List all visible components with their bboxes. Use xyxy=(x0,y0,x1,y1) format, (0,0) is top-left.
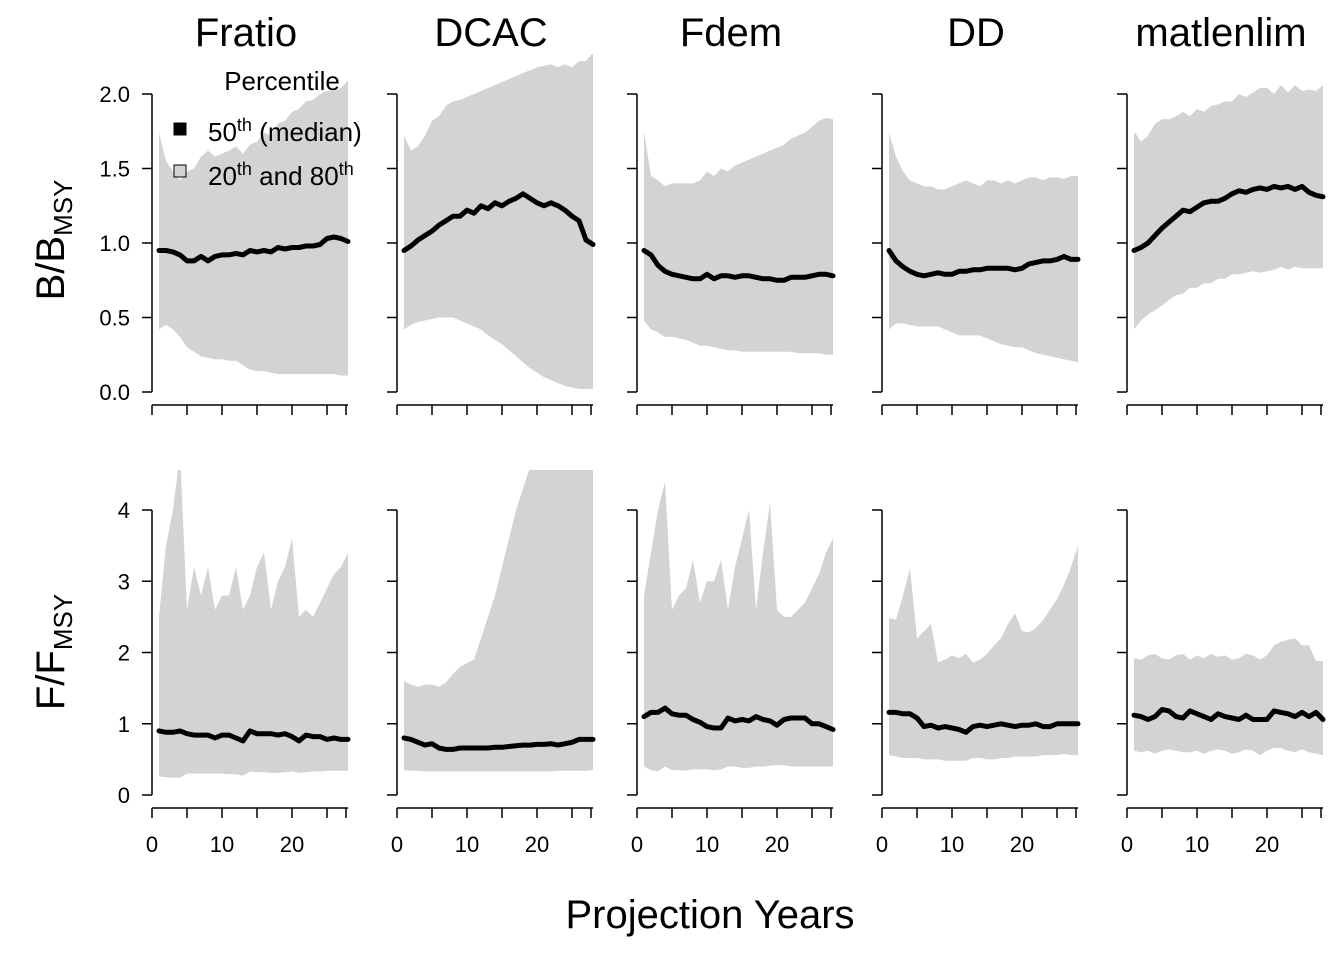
median-line xyxy=(641,248,836,283)
percentile-band xyxy=(159,470,348,778)
x-tick-label: 20 xyxy=(1255,832,1279,857)
x-tick-label: 0 xyxy=(146,832,158,857)
y-axis-title-f-denom: F xyxy=(29,650,73,674)
panel-b-matlenlim xyxy=(1117,85,1326,415)
legend-median-base: 50 xyxy=(208,117,237,147)
y-axis-title-f: F/FMSY xyxy=(29,594,78,710)
y-axis-title-f-main: F xyxy=(29,686,73,710)
y-tick-label: 1.0 xyxy=(99,231,130,256)
percentile-band xyxy=(404,54,593,389)
legend-title: Percentile xyxy=(224,66,340,96)
panel-f-fratio: 0 1 2 3 4 0 10 20 xyxy=(118,470,351,857)
legend: Percentile 50th (median) 20th and 80th xyxy=(173,66,362,191)
legend-band-label: 20th and 80th xyxy=(208,159,354,191)
panel-f-dcac: 0 10 20 xyxy=(387,470,596,857)
percentile-band xyxy=(1134,638,1323,756)
y-tick-label: 1.5 xyxy=(99,157,130,182)
legend-band-base1: 20 xyxy=(208,161,237,191)
percentile-band xyxy=(644,481,833,772)
x-tick-label: 0 xyxy=(1121,832,1133,857)
panel-f-fdem: 0 10 20 xyxy=(627,481,836,857)
y-axis-title-b: B/BMSY xyxy=(29,180,78,301)
panels-layer: Fratio DCAC Fdem DD matlenlim 0.0 0.5 1.0 1.5 2.0… xyxy=(99,11,1326,857)
median-line xyxy=(401,191,596,253)
median-line xyxy=(156,728,351,744)
x-tick-label: 10 xyxy=(455,832,479,857)
x-tick-label: 10 xyxy=(940,832,964,857)
legend-median-sup: th xyxy=(237,115,252,135)
median-line xyxy=(1131,707,1326,722)
panel-title-fratio: Fratio xyxy=(195,11,297,55)
y-axis-title-b-main: B xyxy=(29,274,73,301)
median-line xyxy=(401,735,596,752)
panel-b-dcac xyxy=(387,54,596,415)
x-tick-label: 10 xyxy=(695,832,719,857)
x-tick-label: 20 xyxy=(280,832,304,857)
legend-median-rest: (median) xyxy=(252,117,362,147)
panel-b-fdem xyxy=(627,93,836,415)
y-tick-label: 1 xyxy=(118,712,130,737)
x-tick-label: 0 xyxy=(631,832,643,857)
y-tick-label: 0.0 xyxy=(99,380,130,405)
panel-title-matlenlim: matlenlim xyxy=(1135,11,1306,55)
percentile-band xyxy=(404,470,593,772)
x-tick-label: 20 xyxy=(765,832,789,857)
x-tick-label: 10 xyxy=(1185,832,1209,857)
median-line xyxy=(641,705,836,732)
legend-median-label: 50th (median) xyxy=(208,115,362,147)
legend-band-swatch xyxy=(173,164,187,178)
percentile-band xyxy=(1134,85,1323,330)
x-axis-title: Projection Years xyxy=(565,893,854,937)
y-tick-label: 2.0 xyxy=(99,82,130,107)
median-line xyxy=(1131,183,1326,253)
median-line xyxy=(156,234,351,264)
panel-f-dd: 0 10 20 xyxy=(872,509,1081,857)
panel-b-fratio: 0.0 0.5 1.0 1.5 2.0 xyxy=(99,80,351,415)
median-line xyxy=(886,709,1081,735)
y-axis-title-b-denom: B xyxy=(29,236,73,263)
y-tick-label: 0.5 xyxy=(99,306,130,331)
x-tick-label: 20 xyxy=(525,832,549,857)
legend-median-swatch xyxy=(173,122,187,136)
y-axis-title-f-sub: MSY xyxy=(48,594,78,650)
y-tick-label: 0 xyxy=(118,783,130,808)
panel-f-matlenlim: 0 10 20 xyxy=(1117,509,1326,857)
legend-band-sup1: th xyxy=(237,159,252,179)
y-tick-label: 3 xyxy=(118,569,130,594)
percentile-band xyxy=(889,545,1078,761)
panel-title-dcac: DCAC xyxy=(434,11,547,55)
panel-title-dd: DD xyxy=(947,11,1005,55)
x-tick-label: 0 xyxy=(391,832,403,857)
percentile-band xyxy=(889,132,1078,363)
y-tick-label: 4 xyxy=(118,498,130,523)
median-line xyxy=(886,248,1081,279)
percentile-band xyxy=(159,80,348,376)
y-tick-label: 2 xyxy=(118,641,130,666)
x-tick-label: 20 xyxy=(1010,832,1034,857)
x-tick-label: 0 xyxy=(876,832,888,857)
x-tick-label: 10 xyxy=(210,832,234,857)
panel-b-dd xyxy=(872,93,1081,415)
percentile-band xyxy=(644,117,833,355)
panel-title-fdem: Fdem xyxy=(680,11,782,55)
legend-band-sup2: th xyxy=(339,159,354,179)
legend-band-mid: and 80 xyxy=(252,161,339,191)
y-axis-title-b-sub: MSY xyxy=(48,180,78,236)
